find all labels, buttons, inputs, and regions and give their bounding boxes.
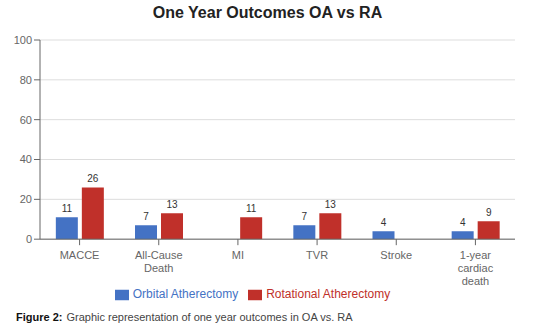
svg-text:11: 11	[62, 203, 73, 214]
svg-text:All-CauseDeath: All-CauseDeath	[135, 249, 183, 274]
svg-text:4: 4	[460, 217, 466, 228]
svg-text:9: 9	[486, 207, 492, 218]
svg-text:0: 0	[26, 233, 32, 245]
svg-text:13: 13	[325, 199, 337, 210]
html-text:Orbital Atherectomy: Orbital Atherectomy	[132, 287, 239, 302]
svg-text:1-yearcardiacdeath: 1-yearcardiacdeath	[458, 249, 494, 287]
svg-text:MI: MI	[232, 249, 244, 261]
html-text:One Year Outcomes OA vs RA: One Year Outcomes OA vs RA	[152, 4, 383, 21]
svg-text:11: 11	[246, 203, 257, 214]
svg-text:7: 7	[302, 211, 308, 222]
svg-text:13: 13	[166, 199, 178, 210]
svg-text:100: 100	[14, 34, 32, 46]
svg-text:60: 60	[20, 114, 32, 126]
svg-text:40: 40	[20, 153, 32, 165]
html-text:Figure 2: Graphic representati: Figure 2: Graphic representation of one …	[16, 311, 353, 323]
svg-text:Stroke: Stroke	[380, 249, 412, 261]
html-text:Rotational Atherectomy: Rotational Atherectomy	[266, 287, 391, 302]
svg-text:TVR: TVR	[306, 249, 328, 261]
svg-text:7: 7	[143, 211, 149, 222]
svg-text:80: 80	[20, 74, 32, 86]
svg-text:MACCE: MACCE	[60, 249, 100, 261]
svg-text:4: 4	[381, 217, 387, 228]
svg-text:20: 20	[20, 193, 32, 205]
svg-text:26: 26	[87, 173, 99, 184]
